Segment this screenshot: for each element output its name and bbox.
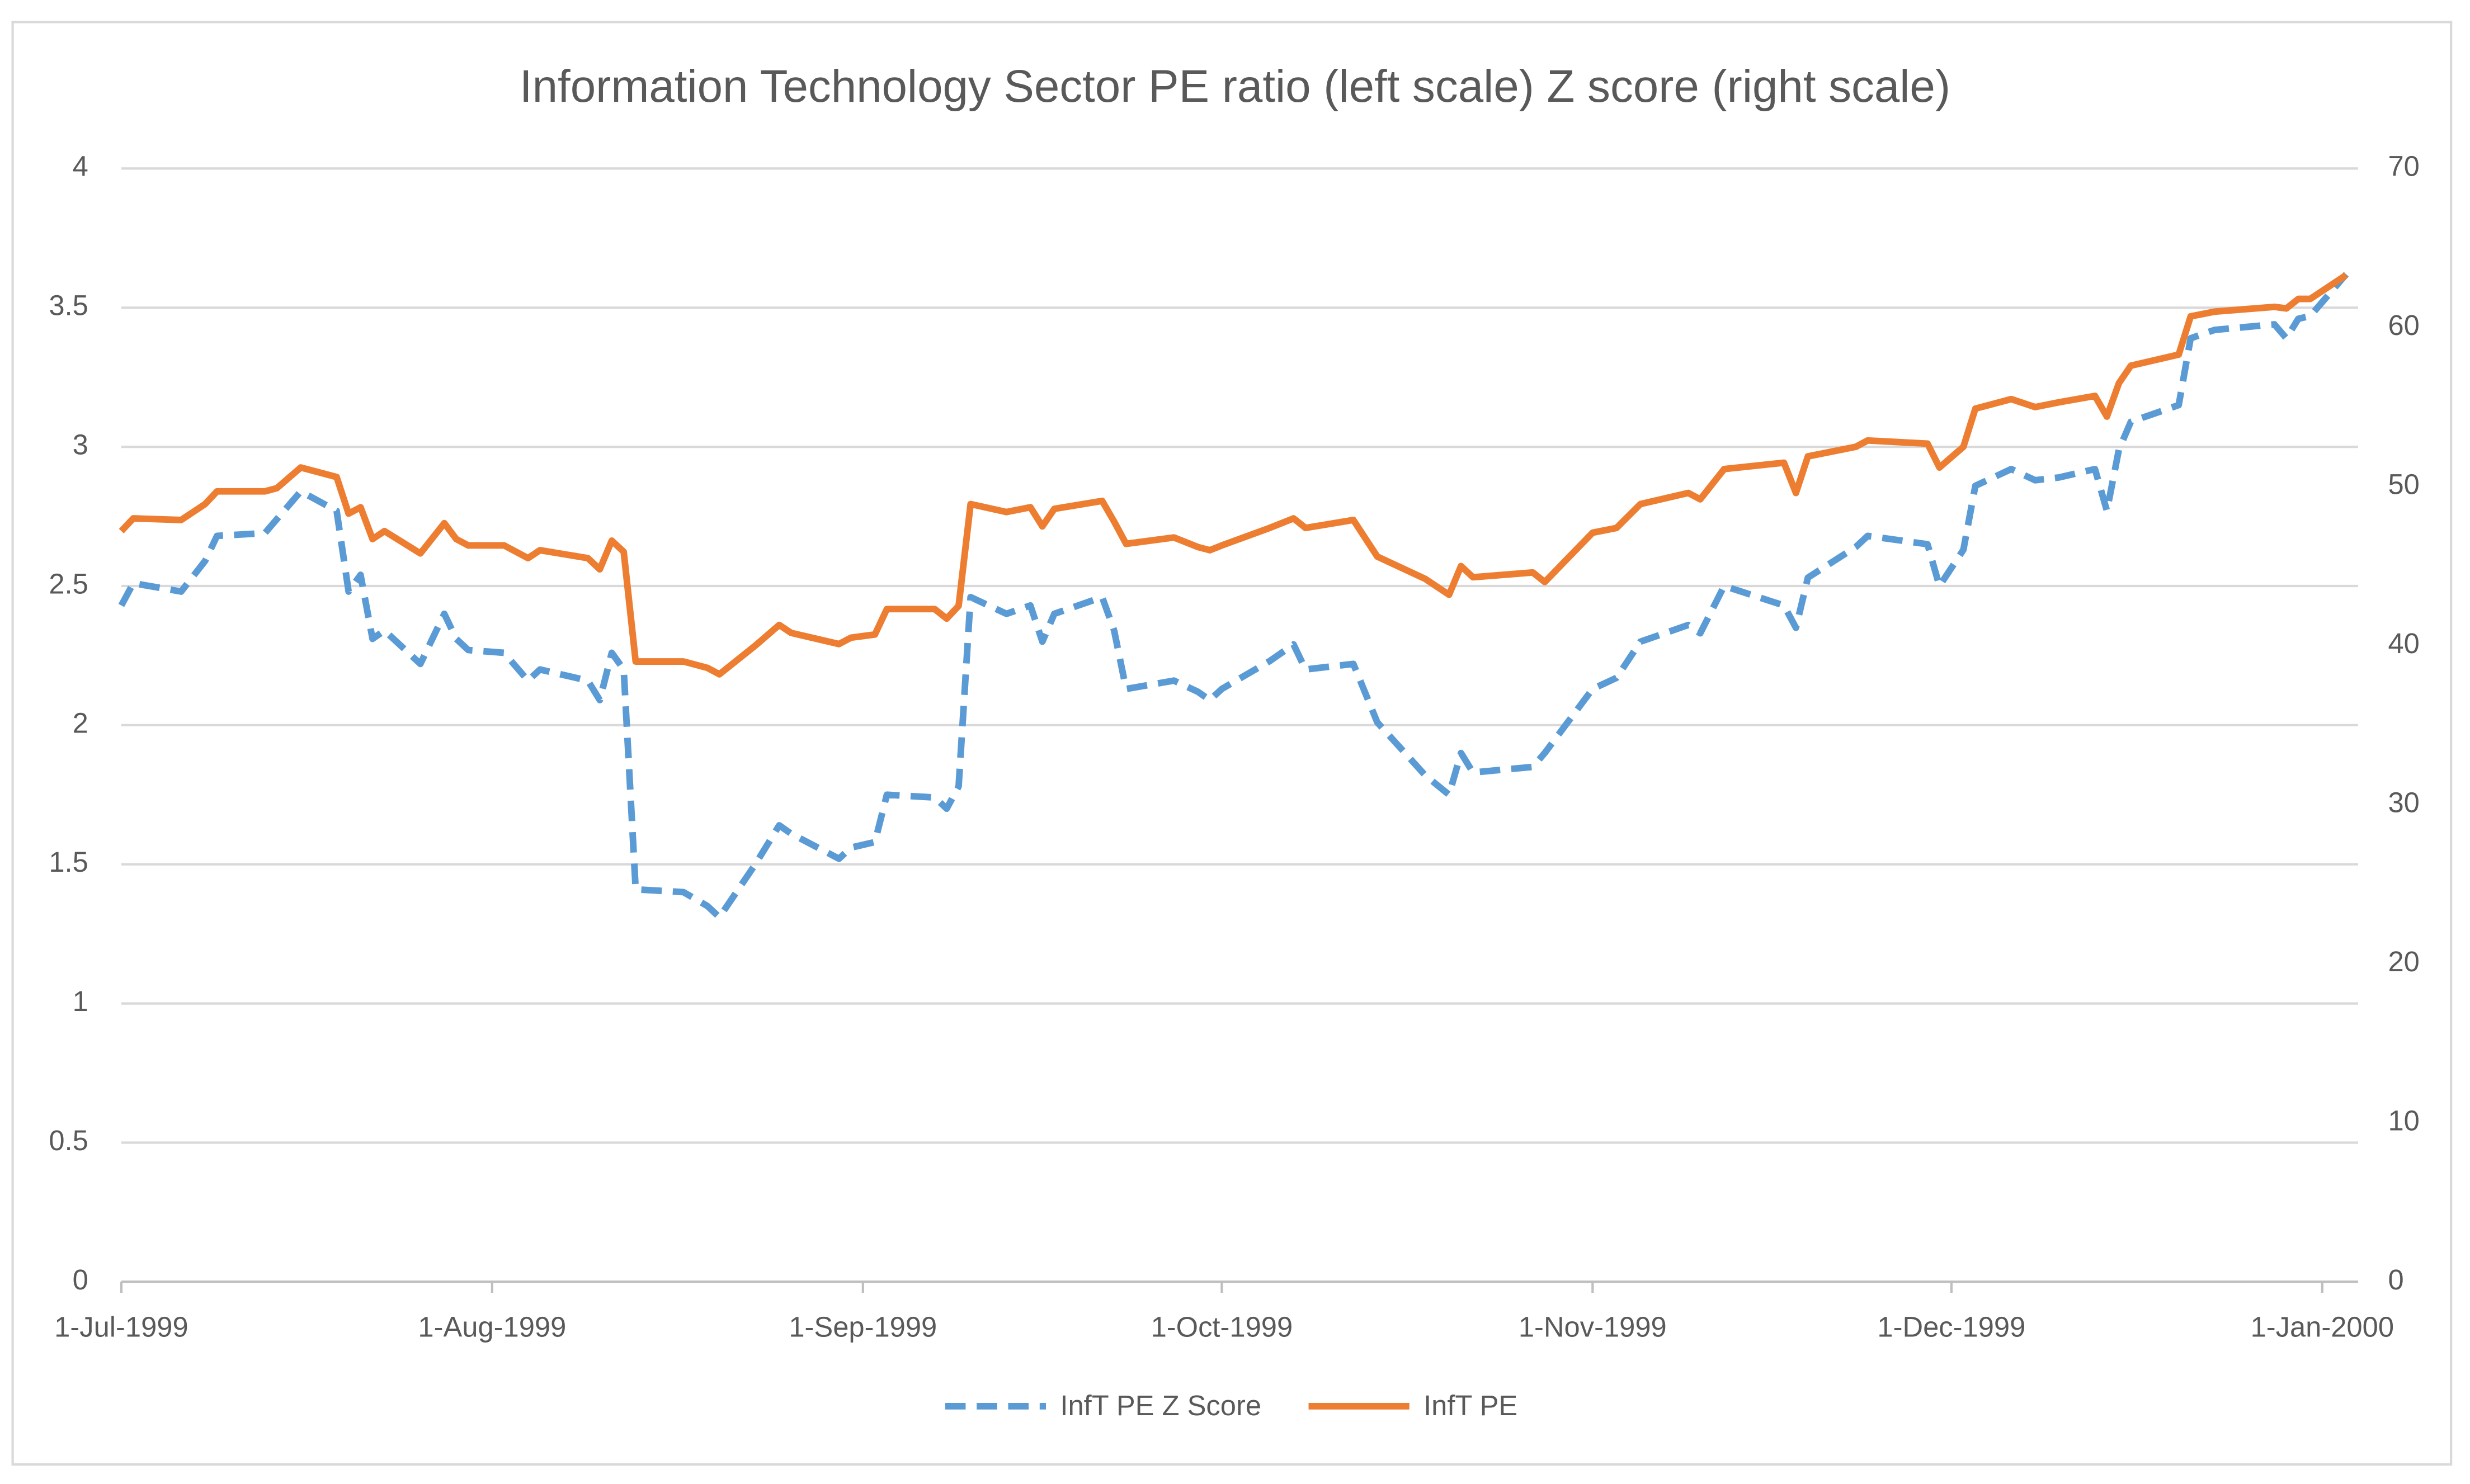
x-tick-label: 1-Sep-1999: [789, 1311, 937, 1343]
y-tick-label: 3.5: [49, 290, 88, 322]
y-tick-label: 1: [73, 985, 88, 1017]
x-tick-label: 1-Jan-2000: [2251, 1311, 2394, 1343]
x-tick-label: 1-Oct-1999: [1151, 1311, 1293, 1343]
y2-tick-label: 0: [2388, 1264, 2403, 1296]
y-tick-label: 0: [73, 1264, 88, 1296]
y2-tick-label: 10: [2388, 1104, 2419, 1136]
y2-tick-label: 60: [2388, 309, 2419, 341]
y-tick-label: 2: [73, 707, 88, 739]
x-tick-label: 1-Jul-1999: [54, 1311, 188, 1343]
chart-title: Information Technology Sector PE ratio (…: [520, 61, 1950, 112]
legend-label: InfT PE: [1423, 1390, 1517, 1421]
y-tick-label: 0.5: [49, 1124, 88, 1156]
y2-tick-label: 70: [2388, 150, 2419, 182]
y2-tick-label: 40: [2388, 627, 2419, 659]
x-tick-label: 1-Nov-1999: [1519, 1311, 1667, 1343]
y2-tick-label: 50: [2388, 469, 2419, 500]
y2-tick-label: 20: [2388, 946, 2419, 977]
line-series: [119, 272, 2348, 678]
legend-label: InfT PE Z Score: [1060, 1390, 1261, 1421]
line-series: [118, 272, 2349, 921]
y-tick-label: 3: [73, 428, 88, 460]
y2-tick-label: 30: [2388, 786, 2419, 818]
y-tick-label: 1.5: [49, 846, 88, 878]
x-tick-label: 1-Dec-1999: [1877, 1311, 2025, 1343]
y-tick-label: 4: [73, 150, 88, 182]
x-tick-label: 1-Aug-1999: [418, 1311, 566, 1343]
y-tick-label: 2.5: [49, 568, 88, 599]
chart-border: [11, 21, 2453, 1466]
